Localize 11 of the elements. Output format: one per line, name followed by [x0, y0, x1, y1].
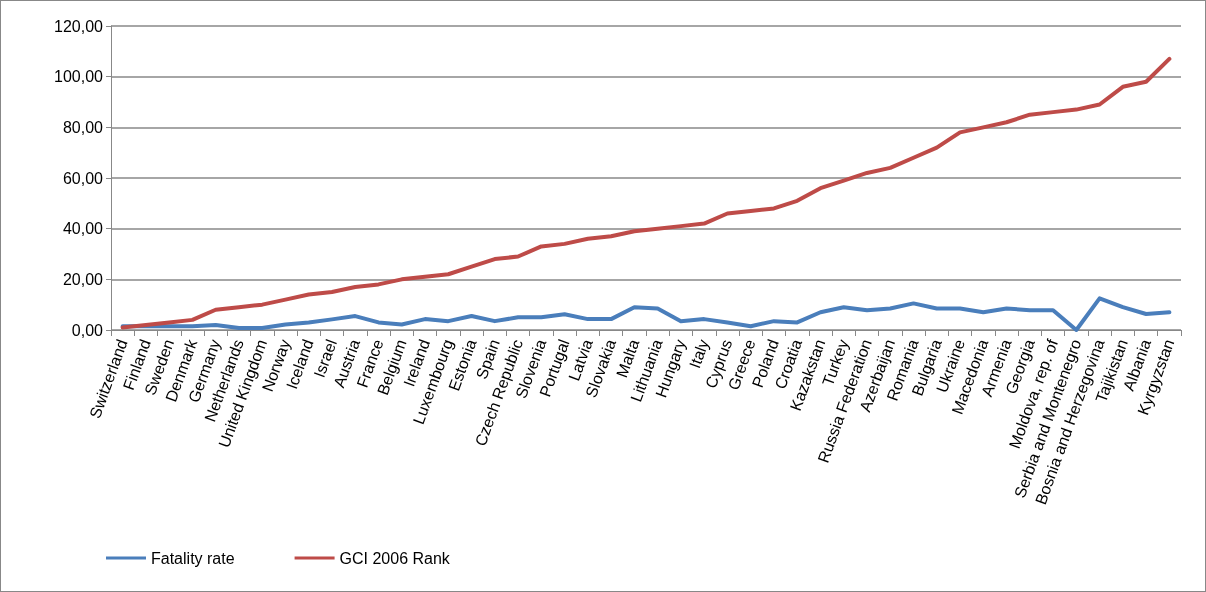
y-tick-label: 80,00: [62, 118, 104, 136]
y-tick-label: 40,00: [62, 220, 104, 238]
y-tick-label: 20,00: [62, 270, 104, 288]
legend-label: GCI 2006 Rank: [339, 549, 451, 567]
line-series: [120, 296, 1172, 332]
y-tick-label: 60,00: [62, 169, 104, 187]
y-tick-label: 120,00: [54, 17, 104, 35]
y-tick-label: 100,00: [54, 68, 104, 86]
y-tick-label: 0,00: [71, 321, 104, 339]
line-series: [120, 56, 1172, 330]
legend-label: Fatality rate: [151, 549, 235, 567]
